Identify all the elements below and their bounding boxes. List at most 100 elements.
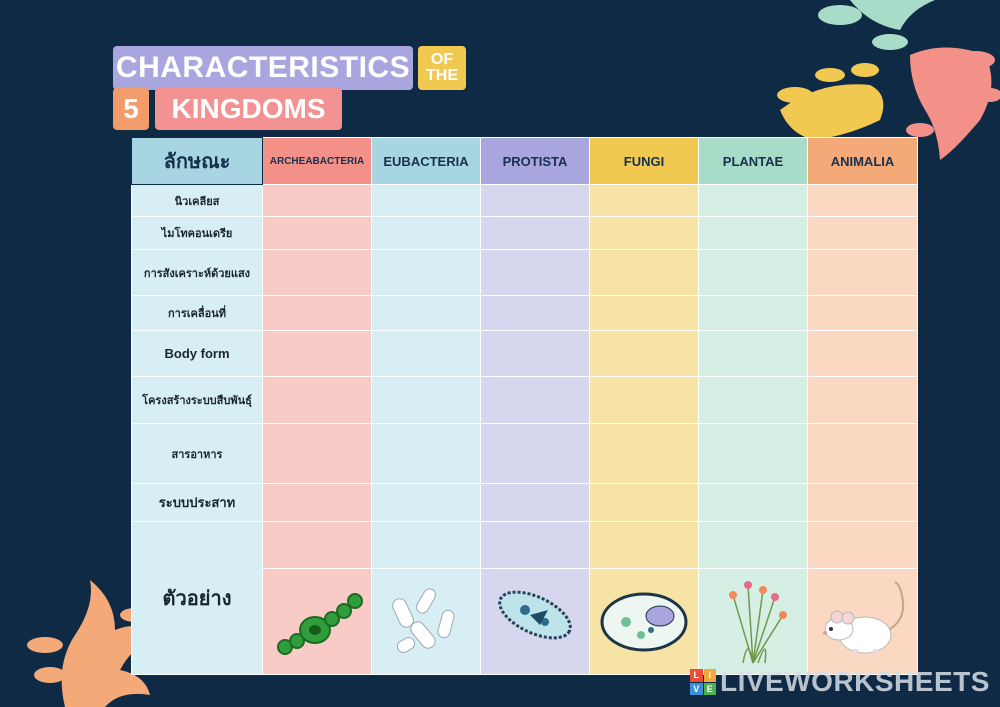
answer-cell[interactable] — [371, 423, 481, 484]
leaf-decoration-top-right — [777, 0, 1000, 160]
answer-cell[interactable] — [480, 483, 590, 522]
header-fungi: FUNGI — [589, 137, 699, 185]
answer-cell[interactable] — [480, 376, 590, 424]
answer-cell[interactable] — [262, 295, 372, 331]
flowering-plant-image — [729, 580, 787, 663]
answer-cell[interactable] — [371, 249, 481, 296]
title-the: THE — [426, 67, 458, 84]
answer-cell[interactable] — [480, 423, 590, 484]
answer-cell[interactable] — [371, 184, 481, 217]
table-row: ตัวอย่าง — [131, 521, 918, 675]
row-label-reproductive-structure: โครงสร้างระบบสืบพันธุ์ — [131, 376, 263, 424]
header-archeabacteria: ARCHEABACTERIA — [262, 137, 372, 185]
answer-cell[interactable] — [589, 330, 699, 377]
answer-cell[interactable] — [807, 249, 918, 296]
answer-cell[interactable] — [807, 295, 918, 331]
answer-cell[interactable] — [371, 295, 481, 331]
answer-cell[interactable] — [698, 249, 808, 296]
answer-cell[interactable] — [589, 376, 699, 424]
answer-cell[interactable] — [589, 184, 699, 217]
rod-bacteria-image — [392, 587, 455, 653]
answer-cell[interactable] — [807, 521, 918, 569]
title-of-the: OF THE — [418, 46, 466, 90]
answer-cell[interactable] — [807, 376, 918, 424]
answer-cell[interactable] — [262, 184, 372, 217]
answer-cell[interactable] — [807, 483, 918, 522]
logo-letter-e: E — [703, 682, 716, 695]
answer-cell[interactable] — [262, 249, 372, 296]
row-label-example: ตัวอย่าง — [131, 521, 263, 675]
row-label-nervous-system: ระบบประสาท — [131, 483, 263, 522]
answer-cell[interactable] — [262, 376, 372, 424]
row-label-nutrition: สารอาหาร — [131, 423, 263, 484]
answer-cell[interactable] — [589, 521, 699, 569]
row-label-movement: การเคลื่อนที่ — [131, 295, 263, 331]
answer-cell[interactable] — [698, 295, 808, 331]
title-kingdoms: KINGDOMS — [155, 88, 342, 130]
answer-cell[interactable] — [698, 216, 808, 250]
answer-cell[interactable] — [480, 330, 590, 377]
header-animalia: ANIMALIA — [807, 137, 918, 185]
answer-cell[interactable] — [262, 521, 372, 569]
answer-cell[interactable] — [262, 216, 372, 250]
table-header-row: ลักษณะ ARCHEABACTERIA EUBACTERIA PROTIST… — [131, 137, 918, 185]
title-characteristics: CHARACTERISTICS — [113, 46, 413, 90]
answer-cell[interactable] — [698, 521, 808, 569]
answer-cell[interactable] — [698, 330, 808, 377]
table-row: สารอาหาร — [131, 423, 918, 484]
example-protista — [480, 568, 590, 675]
example-plantae — [698, 568, 808, 675]
white-mouse-image — [822, 580, 904, 657]
answer-cell[interactable] — [480, 521, 590, 569]
answer-cell[interactable] — [589, 423, 699, 484]
answer-cell[interactable] — [589, 216, 699, 250]
answer-cell[interactable] — [807, 423, 918, 484]
fungal-cell-image — [600, 592, 688, 651]
answer-cell[interactable] — [371, 376, 481, 424]
table-row: ไมโทคอนเดรีย — [131, 216, 918, 250]
answer-cell[interactable] — [262, 330, 372, 377]
liveworksheets-watermark: L I V E LIVEWORKSHEETS — [690, 666, 990, 698]
header-characteristic: ลักษณะ — [131, 137, 263, 185]
paramecium-image — [498, 590, 572, 639]
answer-cell[interactable] — [371, 521, 481, 569]
logo-letter-l: L — [690, 669, 703, 682]
answer-cell[interactable] — [371, 330, 481, 377]
answer-cell[interactable] — [589, 295, 699, 331]
answer-cell[interactable] — [698, 184, 808, 217]
logo-letter-v: V — [690, 682, 703, 695]
answer-cell[interactable] — [480, 295, 590, 331]
row-label-photosynthesis: การสังเคราะห์ด้วยแสง — [131, 249, 263, 296]
answer-cell[interactable] — [698, 483, 808, 522]
answer-cell[interactable] — [262, 483, 372, 522]
answer-cell[interactable] — [698, 423, 808, 484]
answer-cell[interactable] — [589, 483, 699, 522]
title-of: OF — [430, 51, 454, 68]
header-plantae: PLANTAE — [698, 137, 808, 185]
answer-cell[interactable] — [807, 330, 918, 377]
answer-cell[interactable] — [480, 249, 590, 296]
table-row: การสังเคราะห์ด้วยแสง — [131, 249, 918, 296]
table-row: โครงสร้างระบบสืบพันธุ์ — [131, 376, 918, 424]
table-row: ระบบประสาท — [131, 483, 918, 522]
liveworksheets-logo-icon: L I V E — [690, 669, 716, 695]
watermark-text: LIVEWORKSHEETS — [720, 666, 990, 697]
example-fungi — [589, 568, 699, 675]
row-label-body-form: Body form — [131, 330, 263, 377]
answer-cell[interactable] — [480, 216, 590, 250]
answer-cell[interactable] — [589, 249, 699, 296]
example-archeabacteria — [262, 568, 372, 675]
title-number: 5 — [113, 88, 149, 130]
answer-cell[interactable] — [371, 483, 481, 522]
header-eubacteria: EUBACTERIA — [371, 137, 481, 185]
answer-cell[interactable] — [698, 376, 808, 424]
table-row: การเคลื่อนที่ — [131, 295, 918, 331]
green-bacteria-chain-image — [277, 592, 363, 655]
answer-cell[interactable] — [807, 184, 918, 217]
answer-cell[interactable] — [480, 184, 590, 217]
answer-cell[interactable] — [262, 423, 372, 484]
example-eubacteria — [371, 568, 481, 675]
answer-cell[interactable] — [371, 216, 481, 250]
answer-cell[interactable] — [807, 216, 918, 250]
kingdoms-table: ลักษณะ ARCHEABACTERIA EUBACTERIA PROTIST… — [131, 137, 918, 675]
